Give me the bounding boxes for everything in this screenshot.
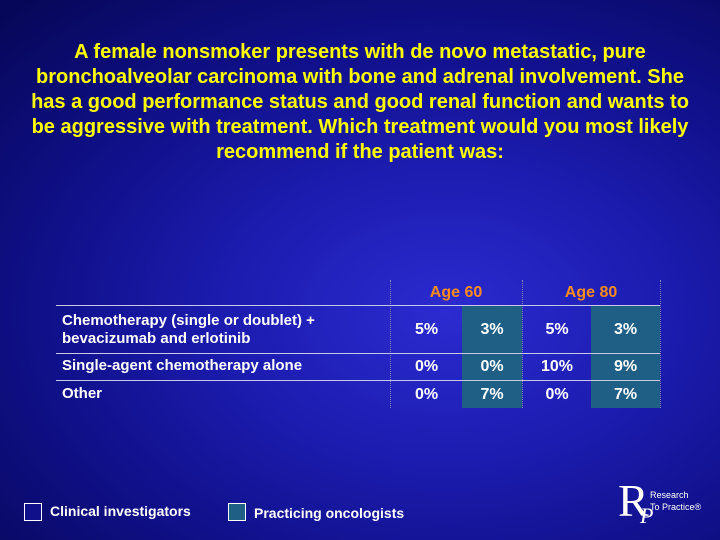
cell-age80-practicing: 7% — [591, 381, 660, 408]
legend-swatch-practicing — [228, 503, 246, 521]
age-80-header: Age 80 — [564, 284, 618, 301]
cell-age80-practicing: 9% — [591, 354, 660, 380]
logo-text-research: Research — [650, 490, 689, 500]
legend-label-practicing: Practicing oncologists — [254, 505, 405, 521]
logo-letter-p: P — [640, 503, 654, 528]
row-label-line: Chemotherapy (single or doublet) + — [62, 312, 315, 329]
table-rule — [56, 380, 660, 381]
legend-swatch-clinical — [24, 503, 42, 521]
table-divider — [660, 280, 661, 408]
cell-age60-practicing: 3% — [462, 306, 522, 353]
cell-age80-practicing: 3% — [591, 306, 660, 353]
table-rule — [56, 305, 660, 306]
research-to-practice-logo: R P Research To Practice® — [618, 476, 708, 532]
logo-letter-r: R — [618, 475, 649, 526]
table-divider — [522, 280, 523, 408]
table-rule — [56, 353, 660, 354]
cell-age60-practicing: 0% — [462, 354, 522, 380]
row-label-single-agent: Single-agent chemotherapy alone — [62, 357, 303, 374]
question-text: A female nonsmoker presents with de novo… — [31, 41, 689, 163]
cell-age80-clinical: 5% — [545, 321, 569, 338]
row-label-line: bevacizumab and erlotinib — [62, 330, 251, 347]
cell-age60-clinical: 0% — [414, 358, 439, 375]
age-60-header: Age 60 — [429, 284, 483, 301]
logo-text-to-practice: To Practice® — [650, 502, 702, 512]
row-label-other: Other — [62, 385, 103, 402]
cell-age60-clinical: 5% — [414, 321, 439, 338]
legend-label-clinical: Clinical investigators — [50, 503, 191, 519]
table-divider — [390, 280, 391, 408]
cell-age60-practicing: 7% — [462, 381, 522, 408]
row-label-combination: Chemotherapy (single or doublet) + bevac… — [62, 312, 315, 348]
cell-age60-clinical: 0% — [414, 386, 439, 403]
cell-age80-clinical: 10% — [540, 358, 574, 375]
cell-age80-clinical: 0% — [545, 386, 569, 403]
